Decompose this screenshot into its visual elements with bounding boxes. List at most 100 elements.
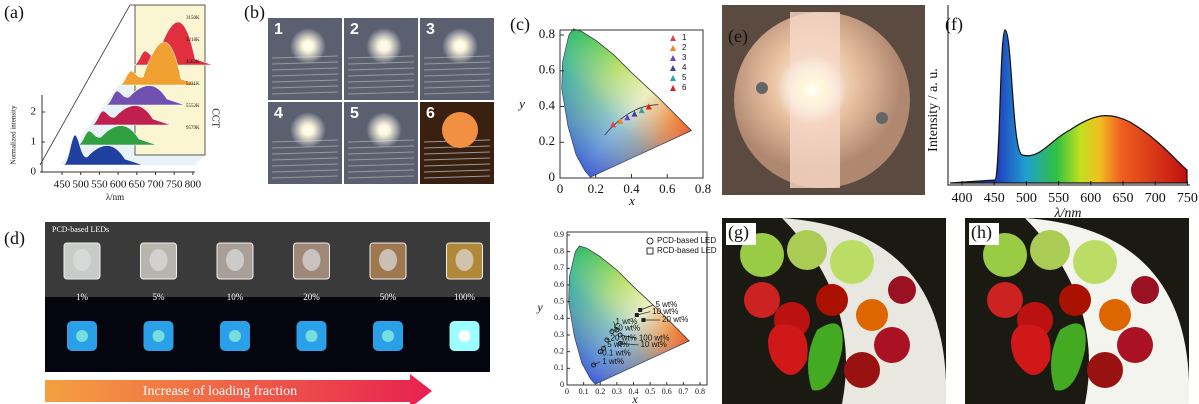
y-axis-label: y [517, 96, 525, 111]
legend-marker [670, 55, 676, 61]
x-tick-label: 0 [565, 387, 569, 396]
fruit [1087, 352, 1123, 388]
x-tick-label: 0.3 [612, 387, 622, 396]
led-lens [226, 249, 244, 271]
fraction: 50% [380, 292, 397, 302]
light [366, 112, 402, 148]
y-tick-label: 0 [549, 169, 556, 184]
fruit [1030, 230, 1070, 270]
arrow-text: Increase of loading fraction [143, 384, 297, 399]
fraction: 10% [227, 292, 244, 302]
fruit [844, 352, 880, 388]
fruit [787, 230, 827, 270]
y-tick-label: 0.1 [554, 363, 564, 372]
cct-label: 4562K [186, 60, 200, 65]
photo-number: 1 [274, 21, 283, 38]
x-tick-label: 800 [185, 179, 202, 191]
legend-marker [647, 238, 653, 244]
x-axis-label: x [628, 193, 635, 208]
y-tick-label: 0.2 [554, 346, 564, 355]
legend-marker [670, 35, 676, 41]
x-tick-label: 0.5 [645, 387, 655, 396]
fraction: 1% [76, 292, 89, 302]
x-tick-label: 450 [54, 179, 71, 191]
y-tick-label: 0.4 [539, 97, 556, 112]
panel-b-photos [268, 18, 494, 184]
x-tick-label: 0.6 [662, 387, 672, 396]
fruit [1073, 240, 1117, 284]
side-label: CCT [210, 108, 221, 127]
light [442, 28, 478, 64]
panel-label: (a) [4, 2, 24, 23]
light [290, 28, 326, 64]
legend-label: 3 [682, 53, 687, 62]
x-tick-label: 700 [147, 179, 164, 191]
photo-number: 3 [426, 21, 435, 38]
panel-label: (c) [510, 14, 530, 35]
point [638, 308, 642, 312]
y-axis-label: Intensity / a. u. [926, 68, 941, 152]
fraction: 20% [303, 292, 320, 302]
panel-label: (g) [728, 222, 749, 243]
fruit [1059, 284, 1091, 316]
y-tick-label: 0.5 [554, 296, 564, 305]
legend-label: 6 [682, 83, 687, 92]
y-tick-label: 0.8 [539, 26, 555, 41]
legend-marker [670, 45, 676, 51]
panel-d-top [45, 222, 490, 297]
x-tick-label: 0.2 [595, 387, 605, 396]
y-tick-label: 0.6 [554, 280, 564, 289]
y-tick-label: 0 [31, 166, 37, 178]
x-tick-label: 550 [1048, 191, 1069, 206]
fraction: 100% [454, 292, 476, 302]
x-tick-label: 600 [1080, 191, 1101, 206]
x-tick-label: 0.1 [579, 387, 589, 396]
led-core [153, 330, 165, 342]
x-axis-label: λ/nm [1053, 206, 1081, 221]
y-tick-label: 0.3 [554, 330, 564, 339]
fruit [1099, 299, 1131, 331]
screw [756, 82, 768, 94]
panel-label: (h) [971, 222, 992, 243]
panel-label: (e) [728, 26, 748, 47]
cie-locus-blue [562, 29, 692, 177]
panel-label: (d) [4, 228, 25, 249]
fraction: 5% [153, 292, 166, 302]
cct-label: 9579K [186, 126, 200, 131]
x-tick-label: 0.8 [695, 387, 705, 396]
cct-label: 5552K [186, 104, 200, 109]
annotation: 20 wt% [662, 315, 688, 324]
annotation: 10 wt% [640, 340, 666, 349]
panel-label: (b) [244, 2, 265, 23]
annotation: 1 wt% [602, 357, 624, 366]
x-tick-label: 500 [1016, 191, 1037, 206]
photo-number: 4 [274, 105, 283, 122]
fruit [1117, 327, 1153, 363]
y-axis-label: y [536, 300, 543, 314]
photo-number: 2 [350, 21, 359, 38]
x-tick-label: 0.7 [678, 387, 688, 396]
light [442, 112, 478, 148]
x-tick-label: 0.8 [695, 181, 711, 196]
y-tick-label: 0.4 [554, 313, 564, 322]
x-axis-label: x [631, 392, 638, 404]
legend-marker [670, 75, 676, 81]
cct-label: 3218K [186, 38, 200, 43]
light [290, 112, 326, 148]
photo-number: 5 [350, 105, 359, 122]
legend-marker [647, 248, 653, 254]
x-tick-label: 600 [110, 179, 127, 191]
legend-label: 2 [682, 43, 687, 52]
cct-label: 5231K [186, 82, 200, 87]
fruit [816, 284, 848, 316]
legend-label: 1 [682, 33, 687, 42]
led-lens [73, 249, 91, 271]
led-core [306, 330, 318, 342]
x-tick-label: 750 [1177, 191, 1198, 206]
caption: PCD-based LEDs [52, 225, 109, 234]
y-tick-label: 0.2 [539, 133, 555, 148]
fruit-photos [722, 218, 1189, 404]
led-lens [379, 249, 397, 271]
led-core [229, 330, 241, 342]
x-tick-label: 0.6 [659, 181, 676, 196]
